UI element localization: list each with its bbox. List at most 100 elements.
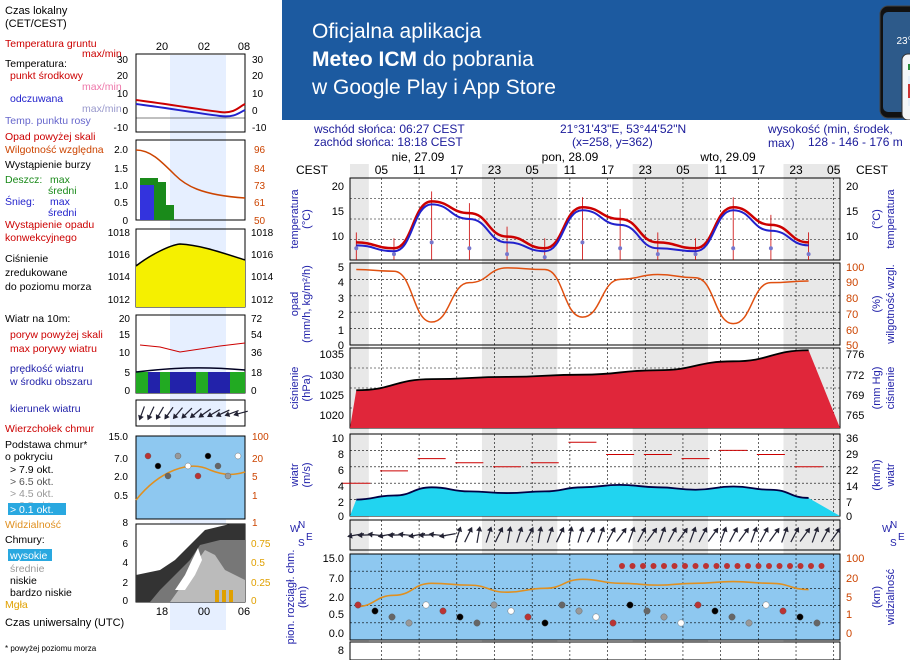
cloud-top-3 (650, 563, 657, 569)
wind-arrow-33 (689, 526, 697, 543)
cloud-top-1 (629, 563, 636, 569)
dew-point-0 (354, 246, 359, 251)
wind-tick-r5: 0 (251, 386, 257, 397)
wind-arrow-22 (577, 526, 585, 543)
temp-tick-0: 0 (122, 106, 128, 117)
prec-tick-l-5: 5 (338, 262, 344, 274)
press-tick-r3: 1014 (251, 272, 274, 283)
legend-do-poziomu: do poziomu morza (5, 281, 92, 293)
vis-tick-0: 0 (846, 628, 852, 640)
dew-point-2 (429, 240, 434, 245)
wind-arrow-14 (494, 526, 504, 543)
cloud-base-17 (643, 607, 651, 615)
wind-tick-r-7: 7 (846, 497, 852, 509)
cloud-top-4 (661, 563, 667, 569)
cloud-top-17 (797, 563, 804, 569)
temp-tick-r-10: 10 (846, 231, 858, 243)
cloud-top-14 (766, 563, 772, 569)
wind-tick-1: 20 (119, 314, 131, 325)
press-tick-4: 1012 (108, 295, 131, 306)
prec-tick-r5: 50 (254, 216, 266, 227)
wind-arrow-head (702, 527, 708, 533)
vis-tick-1: 1 (846, 609, 852, 621)
hour-label-3: 23 (488, 163, 502, 177)
wind-arrow-head (691, 526, 697, 533)
temp-tick-l-20: 20 (332, 181, 344, 193)
top-hour-2: 02 (198, 41, 210, 53)
temp-tick-r-15: 15 (846, 206, 858, 218)
prec-tick-3: 1.0 (114, 181, 128, 192)
clouds-tick-2: 4 (122, 558, 128, 569)
legend-wind-arrow-7 (198, 408, 212, 418)
prec-axis-unit: (mm/h, kg/m²/h) (301, 265, 313, 343)
press-tick-r1: 1018 (251, 228, 274, 239)
wind-arrow-head (804, 527, 811, 534)
cloud-top-12 (745, 563, 751, 569)
legend-punkt-rosy: Temp. punktu rosy (5, 115, 92, 127)
wind-arrow-42 (781, 526, 789, 543)
press-tick-l-1020: 1020 (320, 410, 344, 422)
clouds-tick-r2: 0.5 (251, 558, 265, 569)
cloud-base-14 (592, 613, 600, 621)
phone-temp: 23° (896, 36, 910, 47)
legend-wind-arrow-6 (189, 408, 202, 419)
day-label-1: nie, 27.09 (392, 150, 445, 164)
cloud-tick-l-15: 15.0 (323, 553, 344, 565)
hour-label-8: 05 (676, 163, 690, 177)
cloud-base-25 (779, 607, 787, 615)
wind-arrow-20 (555, 526, 565, 543)
cloud-base-8 (490, 601, 498, 609)
pressure-area (350, 350, 840, 428)
prec-tick-1: 2.0 (114, 145, 128, 156)
wind-arrow-head (712, 527, 719, 534)
cloud-base-6 (456, 613, 464, 621)
temp-tick-20: 20 (117, 71, 129, 82)
wind-arrow-head (537, 526, 544, 532)
legend-wind-arrow-2 (155, 406, 165, 420)
dir-w-right: W (882, 524, 892, 535)
legend-arrow-head (224, 411, 231, 417)
pressure-line (356, 349, 809, 392)
sunset-text: zachód słońca: 18:18 CEST (314, 135, 463, 149)
cloud-base-15 (609, 619, 617, 627)
cloud-top-13 (755, 563, 762, 569)
press-tick-3: 1014 (108, 272, 131, 283)
wind-arrow-32 (677, 527, 688, 542)
press-tick-l-1030: 1030 (320, 370, 344, 382)
meteogram: nie, 27.09 pon, 28.09 wto, 29.09 CEST CE… (285, 150, 905, 660)
wind-arrow-head (743, 527, 749, 534)
wind-tick-3: 10 (119, 348, 131, 359)
press-tick-r-772: 772 (846, 370, 864, 382)
app-banner[interactable]: Oficjalna aplikacja Meteo ICM do pobrani… (282, 0, 910, 120)
legend-wind-arrows (138, 406, 248, 421)
legend-wind-arrow-8 (207, 408, 221, 418)
wind-arrow-35 (707, 527, 719, 542)
wind-arrow-28 (637, 527, 647, 543)
legend-burza: Wystąpienie burzy (5, 159, 91, 171)
wind-arrow-head (506, 526, 513, 532)
cloud-tick-l-0: 0.0 (329, 628, 344, 640)
hum-tick-100: 100 (846, 262, 864, 274)
cloud-tick-l-05: 0.5 (329, 609, 344, 621)
hum-axis-label: wilgotność wzgl. (885, 264, 897, 344)
wind-arrow-head (517, 526, 524, 533)
cloud-base-26 (796, 613, 804, 621)
press-tick-r2: 1016 (251, 250, 274, 261)
hour-label-11: 23 (789, 163, 803, 177)
legend-odczuwana: odczuwana (10, 93, 63, 105)
legend-cisnienie: Ciśnienie (5, 253, 48, 265)
top-hour-3: 08 (238, 41, 250, 53)
legend-arrow-head (164, 413, 170, 420)
wind-tick-r-14: 14 (846, 481, 858, 493)
legend-niskie: niskie (10, 575, 37, 587)
legend-wysokie-bg (8, 549, 52, 561)
wind-arrow-head (763, 527, 769, 533)
dir-n-right: N (890, 520, 897, 531)
wind-arrow-head (793, 527, 800, 533)
prec-tick-l-4: 4 (338, 277, 344, 289)
wind-arrow-head (567, 526, 574, 532)
dew-point-5 (542, 255, 547, 260)
dew-point-8 (655, 252, 660, 257)
hour-labels: 05 11 17 23 05 11 17 23 05 11 17 23 05 (375, 163, 841, 177)
legend-punkt-srodkowy: punkt środkowy (10, 70, 84, 82)
